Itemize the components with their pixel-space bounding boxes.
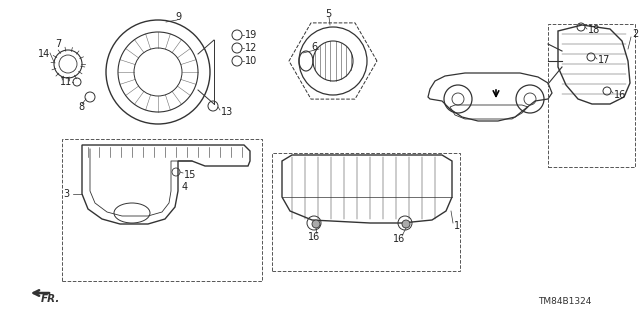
Bar: [272, 153, 460, 271]
Bar: [62, 139, 262, 281]
Text: FR.: FR.: [40, 294, 60, 304]
Text: 5: 5: [325, 9, 332, 19]
Circle shape: [402, 220, 410, 228]
Text: 11: 11: [60, 77, 72, 87]
Text: 8: 8: [78, 102, 84, 112]
Text: 18: 18: [588, 25, 600, 35]
Text: 16: 16: [393, 234, 405, 244]
Circle shape: [312, 220, 320, 228]
Text: 7: 7: [55, 39, 61, 49]
Text: TM84B1324: TM84B1324: [538, 296, 592, 306]
Bar: [548, 24, 635, 167]
Text: 1: 1: [454, 221, 460, 231]
Text: 2: 2: [632, 29, 638, 39]
Text: 6: 6: [311, 42, 317, 52]
Text: 12: 12: [245, 43, 257, 53]
Text: 4: 4: [182, 182, 188, 192]
Text: 17: 17: [598, 55, 611, 65]
Text: 14: 14: [38, 49, 51, 59]
Text: 3: 3: [63, 189, 69, 199]
Text: 16: 16: [308, 232, 320, 242]
Text: 19: 19: [245, 30, 257, 40]
Text: 10: 10: [245, 56, 257, 66]
Text: 15: 15: [184, 170, 196, 180]
Text: 16: 16: [614, 90, 627, 100]
Text: 13: 13: [221, 107, 233, 117]
Text: 9: 9: [175, 12, 181, 22]
